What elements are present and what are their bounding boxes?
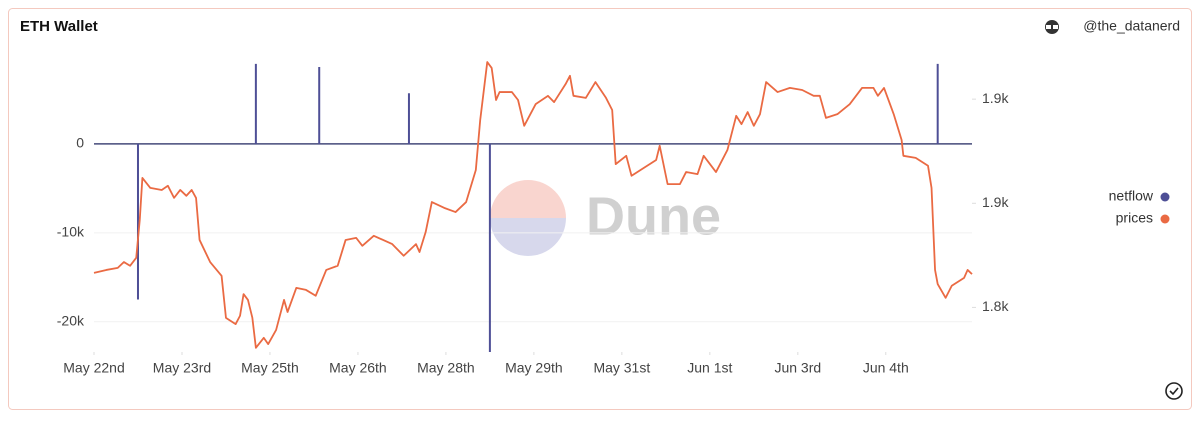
y-tick-label: -20k — [57, 312, 85, 328]
y-tick-label: 0 — [76, 135, 84, 151]
chart-title: ETH Wallet — [20, 18, 98, 35]
author: @the_datanerd — [1083, 18, 1180, 34]
x-tick-label: Jun 1st — [687, 360, 732, 376]
price-line — [93, 61, 973, 349]
legend-swatch — [1160, 192, 1170, 202]
y2-tick-label: 1.9k — [982, 90, 1009, 106]
x-tick-label: Jun 4th — [863, 360, 909, 376]
x-tick-label: May 29th — [505, 360, 563, 376]
author-icon — [1045, 20, 1059, 34]
y2-tick-label: 1.8k — [982, 298, 1009, 314]
x-tick-label: May 28th — [417, 360, 475, 376]
y2-tick-label: 1.9k — [982, 194, 1009, 210]
card-border — [8, 8, 1192, 410]
legend-swatch — [1160, 214, 1170, 224]
watermark: Dune — [586, 186, 721, 246]
legend-label: netflow — [1109, 188, 1154, 204]
x-tick-label: May 31st — [593, 360, 650, 376]
x-tick-label: May 25th — [241, 360, 299, 376]
x-tick-label: May 22nd — [63, 360, 124, 376]
x-tick-label: May 26th — [329, 360, 387, 376]
watermark-logo — [490, 180, 566, 256]
x-tick-label: May 23rd — [153, 360, 211, 376]
x-tick-label: Jun 3rd — [774, 360, 821, 376]
legend-label: prices — [1116, 210, 1153, 226]
y-tick-label: -10k — [57, 224, 85, 240]
check-icon — [1165, 382, 1183, 400]
